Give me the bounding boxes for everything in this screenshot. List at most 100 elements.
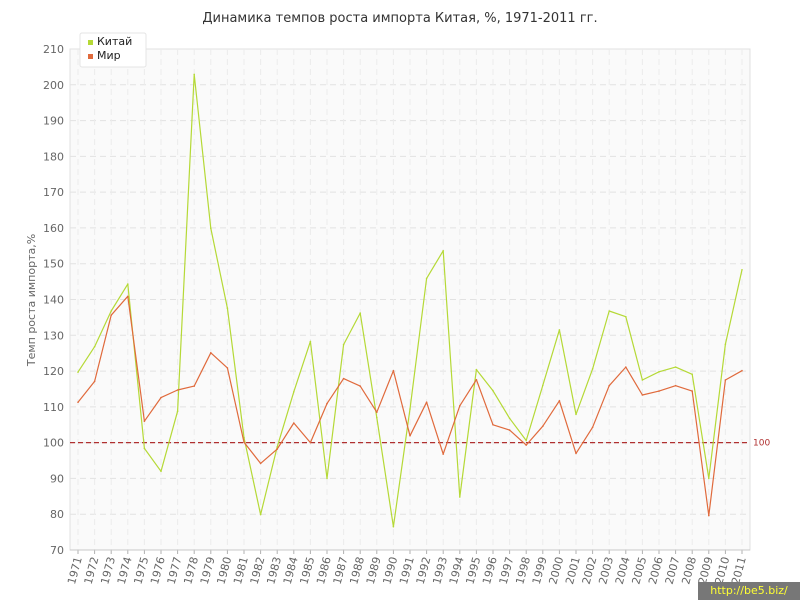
data-point bbox=[542, 384, 544, 387]
data-point bbox=[724, 343, 727, 346]
series-lines bbox=[77, 73, 743, 528]
data-point bbox=[176, 389, 179, 391]
watermark[interactable]: http://be5.biz/ bbox=[698, 582, 800, 600]
data-point bbox=[77, 401, 79, 404]
grid-lines bbox=[70, 48, 750, 550]
data-point bbox=[193, 385, 195, 387]
data-point bbox=[459, 496, 461, 498]
data-point bbox=[591, 368, 594, 370]
data-point bbox=[293, 422, 295, 424]
data-point bbox=[525, 439, 527, 442]
chart-title: Динамика темпов роста импорта Китая, %, … bbox=[202, 11, 597, 26]
data-point bbox=[641, 379, 644, 381]
data-point bbox=[127, 295, 129, 298]
data-point bbox=[359, 312, 362, 314]
data-point bbox=[342, 377, 345, 380]
data-point bbox=[259, 462, 262, 465]
data-point bbox=[492, 424, 494, 426]
data-point bbox=[110, 310, 112, 312]
y-tick-label: 90 bbox=[50, 472, 64, 485]
y-tick-label: 170 bbox=[43, 186, 64, 199]
data-point bbox=[508, 429, 511, 431]
data-point bbox=[442, 453, 445, 455]
data-point bbox=[625, 366, 627, 368]
y-tick-label: 210 bbox=[43, 43, 64, 56]
data-point bbox=[143, 447, 146, 450]
data-point bbox=[425, 277, 428, 280]
data-point bbox=[376, 411, 378, 414]
reference-line-label: 100 bbox=[753, 439, 770, 449]
data-point bbox=[575, 413, 577, 416]
data-point bbox=[708, 514, 710, 517]
data-point bbox=[508, 417, 511, 420]
data-point bbox=[425, 401, 428, 404]
data-point bbox=[658, 390, 660, 392]
data-point bbox=[326, 477, 328, 480]
data-point bbox=[259, 513, 262, 516]
data-point bbox=[110, 314, 112, 317]
data-point bbox=[127, 283, 129, 285]
data-point bbox=[409, 408, 411, 410]
data-point bbox=[226, 307, 229, 309]
data-point bbox=[724, 379, 727, 381]
x-axis-ticks: 1971197219731974197519761977197819791980… bbox=[65, 550, 749, 586]
y-axis-ticks: 70 80 90 100 110 120 130 140 150 160 170 180 190 200 2… bbox=[43, 43, 64, 557]
data-point bbox=[309, 441, 312, 444]
y-tick-label: 200 bbox=[43, 79, 64, 92]
data-point bbox=[276, 448, 279, 450]
data-point bbox=[741, 269, 743, 271]
y-tick-label: 100 bbox=[43, 437, 64, 450]
y-tick-label: 120 bbox=[43, 365, 64, 378]
data-point bbox=[475, 378, 478, 381]
y-tick-label: 110 bbox=[43, 401, 64, 414]
data-point bbox=[525, 444, 527, 446]
data-point bbox=[176, 410, 179, 413]
data-point bbox=[691, 390, 693, 392]
legend-label: Мир bbox=[97, 49, 121, 62]
y-axis-label: Темп роста импорта,% bbox=[25, 234, 38, 367]
data-point bbox=[359, 385, 362, 387]
data-point bbox=[674, 366, 677, 368]
legend-box bbox=[79, 32, 147, 68]
data-point bbox=[542, 425, 544, 428]
data-point bbox=[342, 343, 345, 346]
data-point bbox=[708, 477, 710, 480]
data-point bbox=[210, 227, 212, 230]
data-point bbox=[674, 384, 677, 387]
data-point bbox=[658, 371, 660, 373]
data-point bbox=[558, 329, 561, 331]
data-point bbox=[475, 368, 478, 371]
data-point bbox=[210, 352, 212, 354]
data-point bbox=[392, 525, 395, 528]
data-point bbox=[77, 371, 79, 373]
y-tick-label: 140 bbox=[43, 294, 64, 307]
legend-label: Китай bbox=[97, 35, 132, 48]
data-point bbox=[741, 369, 743, 372]
data-point bbox=[575, 452, 577, 455]
y-tick-label: 190 bbox=[43, 115, 64, 128]
data-point bbox=[376, 416, 378, 419]
data-point bbox=[93, 380, 96, 383]
data-point bbox=[326, 402, 328, 405]
legend-swatch bbox=[88, 40, 93, 45]
data-point bbox=[193, 73, 195, 76]
data-point bbox=[243, 441, 245, 444]
data-point bbox=[93, 345, 96, 348]
data-point bbox=[309, 340, 312, 343]
data-point bbox=[442, 250, 445, 252]
legend-swatch bbox=[88, 54, 93, 59]
data-point bbox=[226, 367, 229, 369]
data-point bbox=[160, 396, 162, 399]
data-point bbox=[409, 435, 411, 437]
data-point bbox=[276, 446, 279, 448]
data-point bbox=[691, 373, 693, 376]
data-point bbox=[591, 426, 594, 429]
data-point bbox=[558, 400, 561, 402]
data-point bbox=[492, 390, 494, 392]
data-point bbox=[641, 394, 644, 396]
y-tick-label: 180 bbox=[43, 150, 64, 163]
data-point bbox=[608, 384, 610, 387]
data-point bbox=[392, 369, 395, 372]
